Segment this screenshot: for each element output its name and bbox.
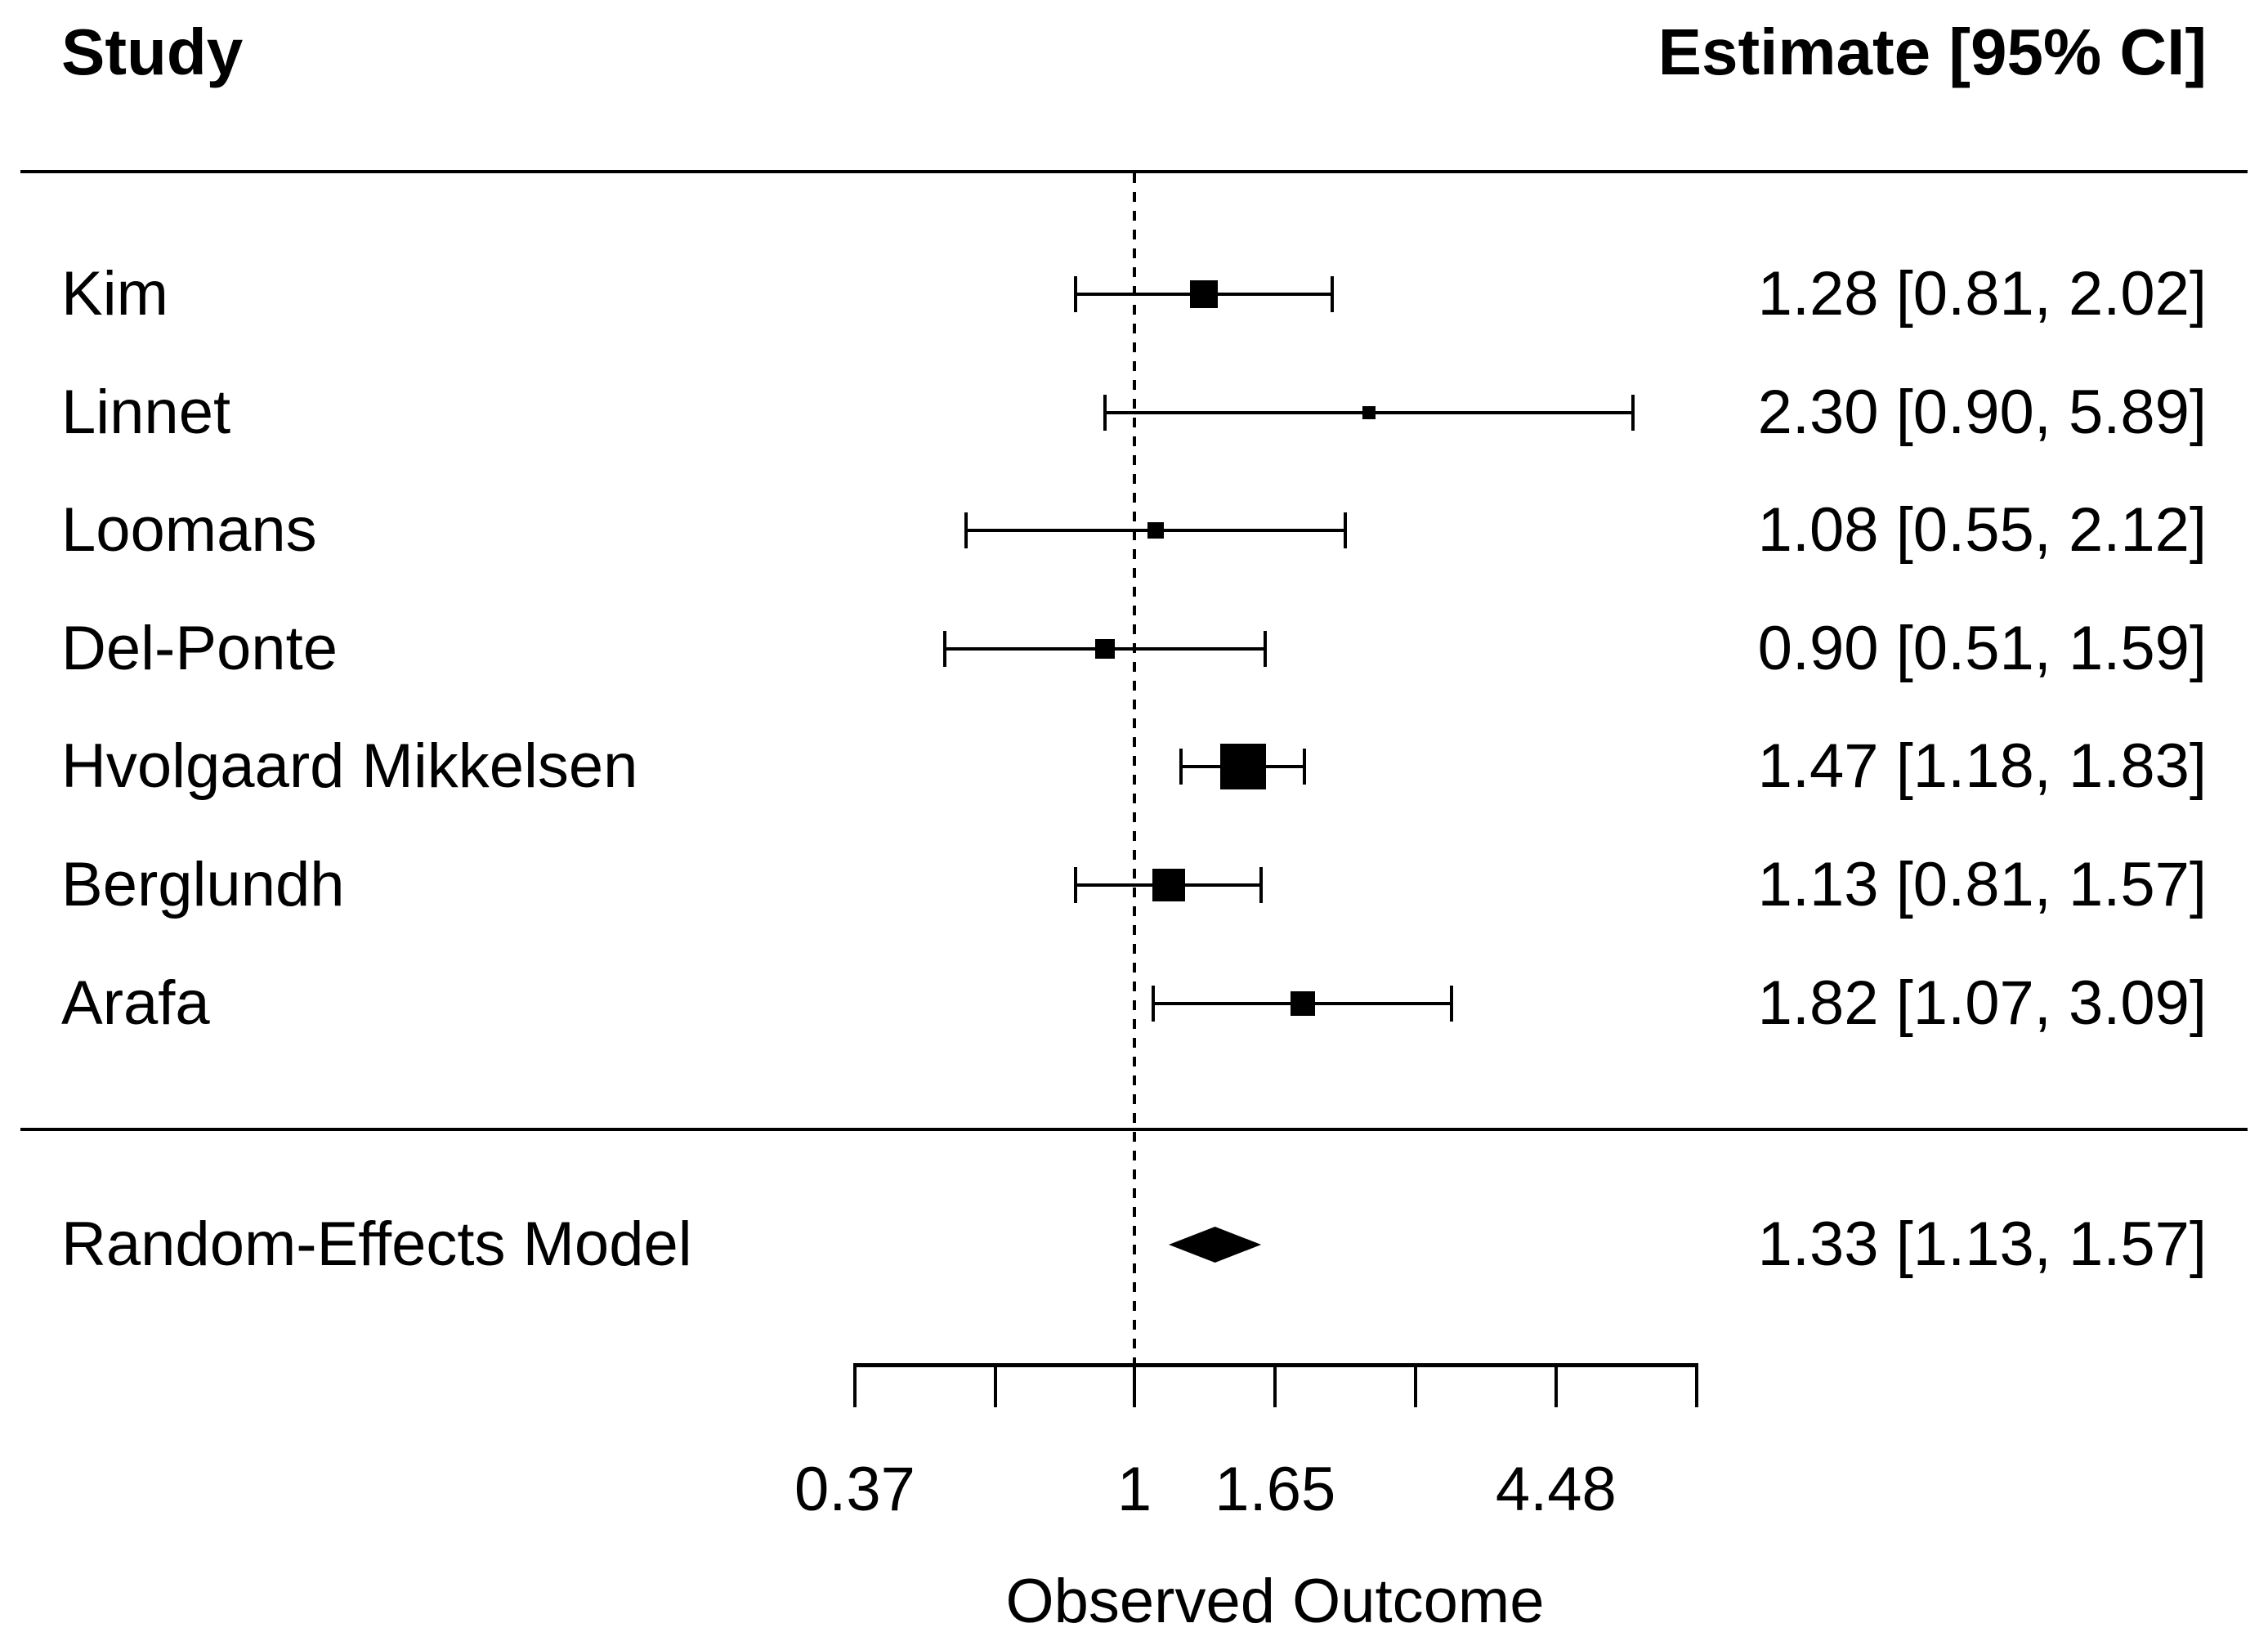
estimate-label: 1.13 [0.81, 1.57] [1757,850,2207,919]
column-header-study: Study [61,16,244,88]
x-axis-tick-label: 1.65 [1215,1455,1336,1524]
x-axis-tick [1554,1365,1558,1407]
x-axis-tick [1695,1365,1699,1407]
x-axis-tick [1133,1365,1136,1407]
x-axis-tick [1273,1365,1277,1407]
point-estimate-marker [1362,405,1376,419]
ci-cap-right [1302,749,1306,785]
reference-line [1133,173,1136,1365]
estimate-label: 0.90 [0.51, 1.59] [1757,613,2207,683]
estimate-label: 1.08 [0.55, 2.12] [1757,495,2207,566]
study-label: Del-Ponte [61,613,338,683]
x-axis-tick-label: 1 [1116,1455,1152,1524]
point-estimate-marker [1152,869,1186,901]
ci-cap-right [1344,512,1348,549]
ci-cap-left [1073,867,1077,903]
estimate-label: 2.30 [0.90, 5.89] [1757,377,2207,447]
study-label: Loomans [61,495,317,566]
point-estimate-marker [1147,522,1165,539]
estimate-label: 1.28 [0.81, 2.02] [1757,259,2207,329]
x-axis-tick [1414,1365,1418,1407]
study-label: Linnet [61,377,231,447]
ci-cap-right [1631,394,1635,431]
point-estimate-marker [1219,744,1266,790]
study-label: Kim [61,259,168,329]
summary-diamond [1169,1227,1262,1263]
ci-cap-right [1259,867,1264,903]
ci-cap-right [1330,276,1334,312]
summary-estimate-label: 1.33 [1.13, 1.57] [1757,1210,2207,1279]
study-label: Berglundh [61,850,345,919]
x-axis-title: Observed Outcome [1005,1567,1545,1636]
point-estimate-marker [1189,280,1218,308]
point-estimate-marker [1290,990,1315,1016]
ci-cap-right [1450,985,1454,1022]
estimate-label: 1.47 [1.18, 1.83] [1757,731,2207,802]
x-axis-tick [993,1365,997,1407]
x-axis-tick-label: 0.37 [794,1455,915,1524]
ci-cap-left [1103,394,1107,431]
summary-label: Random-Effects Model [61,1210,692,1279]
ci-cap-left [964,512,968,549]
column-header-estimate: Estimate [95% CI] [1657,16,2207,88]
x-axis-tick [852,1365,857,1407]
ci-cap-right [1263,630,1267,667]
study-label: Hvolgaard Mikkelsen [61,731,638,802]
x-axis-tick-label: 4.48 [1495,1455,1617,1524]
study-label: Arafa [61,968,210,1038]
header-separator [20,170,2248,173]
point-estimate-marker [1094,638,1115,659]
estimate-label: 1.82 [1.07, 3.09] [1757,968,2207,1038]
ci-cap-left [1179,749,1183,785]
ci-cap-left [943,630,947,667]
ci-cap-left [1152,985,1156,1022]
ci-cap-left [1073,276,1077,312]
